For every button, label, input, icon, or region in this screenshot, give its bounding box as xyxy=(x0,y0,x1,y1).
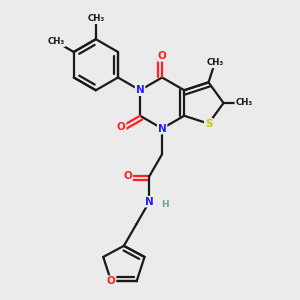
Text: O: O xyxy=(117,122,126,132)
Text: S: S xyxy=(205,118,212,129)
Text: O: O xyxy=(107,276,116,286)
Text: O: O xyxy=(123,171,132,181)
Text: H: H xyxy=(161,200,169,209)
Text: N: N xyxy=(136,85,144,95)
Text: CH₃: CH₃ xyxy=(235,98,253,107)
Text: N: N xyxy=(158,124,167,134)
Text: O: O xyxy=(158,51,167,61)
Text: CH₃: CH₃ xyxy=(87,14,104,23)
Text: CH₃: CH₃ xyxy=(47,37,65,46)
Text: CH₃: CH₃ xyxy=(206,58,224,68)
Text: N: N xyxy=(145,197,154,207)
